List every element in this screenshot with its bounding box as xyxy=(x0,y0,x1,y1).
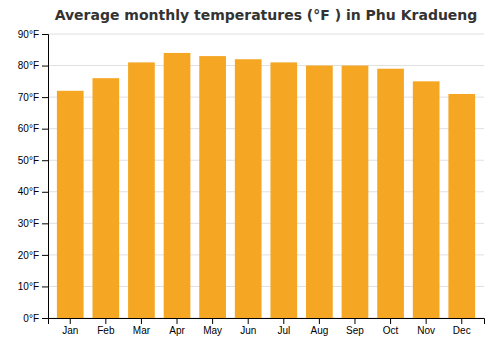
y-axis: 0°F 10°F 20°F 30°F 40°F 50°F 60°F 70°F 80°F 90°F xyxy=(18,29,49,324)
tick-mark xyxy=(42,192,48,193)
tick: Jul xyxy=(277,318,290,336)
tick-mark xyxy=(42,160,48,161)
axis-line xyxy=(49,319,485,325)
tick: Mar xyxy=(133,318,151,336)
tick-mark xyxy=(42,286,48,287)
tick-label: May xyxy=(203,325,222,336)
tick-mark xyxy=(354,318,355,324)
tick: 30°F xyxy=(18,218,48,229)
grid-line xyxy=(48,34,484,35)
tick-mark xyxy=(426,318,427,324)
bar xyxy=(377,69,404,318)
tick-label: 60°F xyxy=(18,123,39,134)
bars xyxy=(57,53,475,318)
tick-mark xyxy=(42,255,48,256)
tick-label: Mar xyxy=(133,325,151,336)
axis-line xyxy=(42,35,49,319)
tick-label: Jul xyxy=(277,325,290,336)
tick-mark xyxy=(42,34,48,35)
tick-mark xyxy=(461,318,462,324)
tick: 40°F xyxy=(18,186,48,197)
tick-label: Aug xyxy=(310,325,328,336)
tick: 70°F xyxy=(18,92,48,103)
tick: Aug xyxy=(310,318,328,336)
bar xyxy=(92,78,119,318)
bar xyxy=(128,62,155,318)
tick: Apr xyxy=(169,318,185,336)
bar xyxy=(199,56,226,318)
tick-mark xyxy=(70,318,71,324)
bar xyxy=(342,66,369,318)
tick: May xyxy=(203,318,222,336)
tick-mark xyxy=(42,223,48,224)
tick-label: 90°F xyxy=(18,29,39,40)
grid-line xyxy=(48,65,484,66)
bar xyxy=(235,59,262,318)
tick-mark xyxy=(42,318,48,319)
tick-label: Apr xyxy=(169,325,185,336)
tick: 20°F xyxy=(18,250,48,261)
tick-label: 20°F xyxy=(18,250,39,261)
tick-label: 0°F xyxy=(23,313,39,324)
tick-mark xyxy=(141,318,142,324)
tick: 0°F xyxy=(23,313,48,324)
tick-label: Sep xyxy=(346,325,364,336)
bar xyxy=(413,81,440,318)
tick-mark xyxy=(42,129,48,130)
bar xyxy=(164,53,191,318)
tick-label: 80°F xyxy=(18,60,39,71)
tick-mark xyxy=(212,318,213,324)
tick-label: 40°F xyxy=(18,186,39,197)
tick: Jan xyxy=(62,318,78,336)
tick-label: 70°F xyxy=(18,92,39,103)
tick: Dec xyxy=(453,318,471,336)
tick-mark xyxy=(390,318,391,324)
tick-label: 10°F xyxy=(18,281,39,292)
grid xyxy=(48,34,484,318)
tick-mark xyxy=(319,318,320,324)
tick: Feb xyxy=(97,318,115,336)
tick-label: Nov xyxy=(417,325,435,336)
bar xyxy=(57,91,84,318)
tick: 50°F xyxy=(18,155,48,166)
tick-mark xyxy=(42,97,48,98)
tick-mark xyxy=(42,66,48,67)
bar xyxy=(270,62,297,318)
tick-mark xyxy=(105,318,106,324)
tick: Nov xyxy=(417,318,435,336)
tick-label: Dec xyxy=(453,325,471,336)
tick-label: Jun xyxy=(240,325,256,336)
tick: Oct xyxy=(383,318,399,336)
plot: 0°F 10°F 20°F 30°F 40°F 50°F 60°F 70°F 80°F 90°F J… xyxy=(18,29,485,336)
tick: 90°F xyxy=(18,29,48,40)
bar xyxy=(448,94,475,318)
tick-label: Jan xyxy=(62,325,78,336)
tick: Sep xyxy=(346,318,364,336)
title: Average monthly temperatures (°F ) in Ph… xyxy=(55,7,478,23)
tick: 60°F xyxy=(18,123,48,134)
tick-mark xyxy=(248,318,249,324)
tick: 10°F xyxy=(18,281,48,292)
tick-label: 50°F xyxy=(18,155,39,166)
x-axis: Jan Feb Mar Apr May Jun Jul Aug Sep Oct Nov Dec xyxy=(49,318,485,336)
tick-label: 30°F xyxy=(18,218,39,229)
tick-label: Feb xyxy=(97,325,115,336)
tick-mark xyxy=(177,318,178,324)
tick-mark xyxy=(283,318,284,324)
tick-label: Oct xyxy=(383,325,399,336)
chart: 0°F 10°F 20°F 30°F 40°F 50°F 60°F 70°F 80°F 90°F J… xyxy=(0,0,500,350)
tick: 80°F xyxy=(18,60,48,71)
tick: Jun xyxy=(240,318,256,336)
bar xyxy=(306,66,333,318)
